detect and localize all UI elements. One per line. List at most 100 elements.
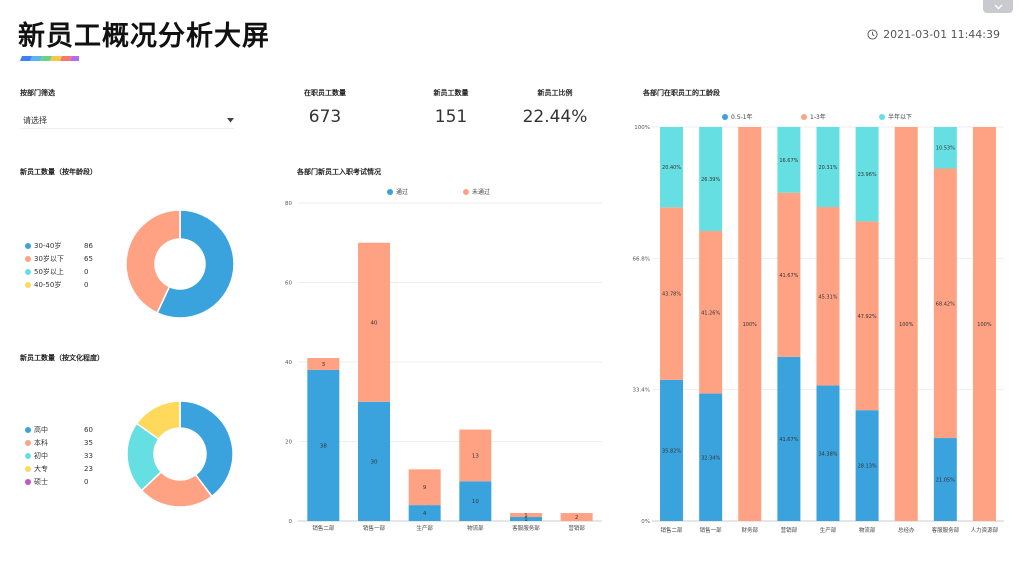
bar-segment: [738, 127, 762, 521]
y-tick-label: 0%: [641, 519, 650, 525]
x-tick-label: 人力资源部: [971, 526, 999, 534]
x-tick-label: 生产部: [820, 526, 837, 534]
stripe-segment: [20, 56, 32, 61]
bar-segment: [777, 127, 801, 193]
donut-chart-age: [125, 209, 235, 319]
bar-segment: [699, 230, 723, 394]
bar-segment: [358, 401, 390, 521]
legend-dot: [25, 281, 31, 288]
legend-dot: [463, 189, 469, 195]
legend-dot: [25, 465, 31, 472]
data-label: 43.78%: [662, 292, 681, 298]
chart-title-tenure: 各部门在职员工的工龄段: [643, 89, 720, 97]
legend-item[interactable]: 高中 60: [25, 423, 104, 436]
bar-segment: [459, 481, 492, 521]
chart-title-exam: 各部门新员工入职考试情况: [297, 168, 381, 176]
collapse-button[interactable]: [983, 0, 1013, 13]
data-label: 1: [524, 517, 528, 523]
x-tick-label: 物流部: [467, 524, 484, 532]
data-label: 13: [472, 453, 479, 459]
bar-segment: [855, 127, 879, 222]
datetime-text: 2021-03-01 11:44:39: [883, 28, 1000, 41]
bar-segment: [459, 429, 492, 482]
department-select[interactable]: 请选择: [20, 112, 234, 129]
chart-title-education: 新员工数量（按文化程度）: [20, 354, 104, 362]
legend-dot: [879, 114, 885, 120]
filter-label: 按部门筛选: [20, 89, 55, 97]
bar-segment: [699, 393, 723, 521]
bar-segment: [933, 127, 957, 169]
data-label: 32.34%: [701, 455, 720, 461]
bar-segment: [933, 168, 957, 439]
select-placeholder: 请选择: [23, 115, 47, 125]
x-tick-label: 销售二部: [661, 526, 684, 534]
bar-segment: [660, 127, 684, 208]
bar-segment: [560, 513, 593, 521]
legend-dot: [25, 452, 31, 459]
bar-segment: [699, 127, 723, 231]
kpi-label-new-employees: 新员工数量: [433, 89, 469, 97]
y-tick-label: 33.4%: [633, 388, 650, 394]
data-label: 38: [320, 443, 327, 449]
stripe-segment: [40, 56, 52, 61]
legend-item[interactable]: 50岁以上 0: [25, 265, 104, 278]
donut-chart-education: [126, 400, 234, 508]
data-label: 100%: [743, 322, 758, 328]
x-tick-label: 营销部: [568, 524, 585, 532]
x-tick-label: 客服服务部: [932, 526, 960, 534]
data-label: 23.96%: [858, 172, 877, 178]
stripe-segment: [30, 56, 42, 61]
x-tick-label: 销售二部: [312, 524, 335, 532]
bar-segment: [894, 127, 918, 521]
legend-item[interactable]: 硕士 0: [25, 475, 104, 488]
x-tick-label: 物流部: [859, 526, 876, 534]
y-tick-label: 100%: [634, 125, 650, 131]
stripe-segment: [70, 56, 79, 61]
stripe-segment: [60, 56, 72, 61]
legend-item[interactable]: 30岁以下 65: [25, 252, 104, 265]
bar-segment: [855, 410, 879, 521]
legend-dot: [25, 268, 31, 275]
chart-title-age: 新员工数量（按年龄段）: [20, 168, 97, 176]
legend-dot: [722, 114, 728, 120]
data-label: 28.13%: [858, 464, 877, 470]
kpi-label-employees: 在职员工数量: [304, 89, 346, 97]
data-label: 100%: [977, 322, 992, 328]
data-label: 9: [423, 485, 427, 491]
x-tick-label: 客服服务部: [512, 524, 540, 532]
legend-item[interactable]: 初中 33: [25, 449, 104, 462]
data-label: 16.67%: [779, 158, 798, 164]
data-label: 20.31%: [818, 165, 837, 171]
bar-segment: [816, 127, 840, 208]
legend-dot: [25, 426, 31, 433]
data-label: 34.38%: [818, 451, 837, 457]
data-label: 40: [371, 320, 378, 326]
bar-segment: [933, 438, 957, 521]
data-label: 21.05%: [936, 478, 955, 484]
stripe-segment: [50, 56, 62, 61]
data-label: 47.92%: [858, 314, 877, 320]
legend-item[interactable]: 30-40岁 86: [25, 239, 104, 252]
bar-segment: [510, 517, 542, 521]
stacked-bar-chart-exam: 0 20 40 60 80 通过 未通过 38 3 销售二部 30 40 销售一部 4 9 生产部 10 13 物流…: [285, 188, 602, 532]
y-tick-label: 40: [285, 360, 292, 366]
bar-segment: [510, 513, 542, 518]
legend-item[interactable]: 本科 35: [25, 436, 104, 449]
bar-segment: [660, 379, 684, 521]
kpi-value-employees: 673: [308, 107, 342, 127]
y-tick-label: 80: [285, 201, 292, 207]
legend-dot: [25, 255, 31, 262]
legend-item[interactable]: 大专 23: [25, 462, 104, 475]
legend-dot: [25, 242, 31, 249]
data-label: 20.40%: [662, 165, 681, 171]
data-label: 41.26%: [701, 310, 720, 316]
y-tick-label: 60: [285, 281, 292, 287]
data-label: 2: [575, 515, 579, 521]
data-label: 10.53%: [936, 146, 955, 152]
x-tick-label: 总经办: [898, 526, 915, 534]
legend-item[interactable]: 40-50岁 0: [25, 278, 104, 291]
legend-dot: [25, 478, 31, 485]
data-label: 45.31%: [818, 294, 837, 300]
data-label: 35.82%: [662, 448, 681, 454]
bar-segment: [660, 207, 684, 380]
